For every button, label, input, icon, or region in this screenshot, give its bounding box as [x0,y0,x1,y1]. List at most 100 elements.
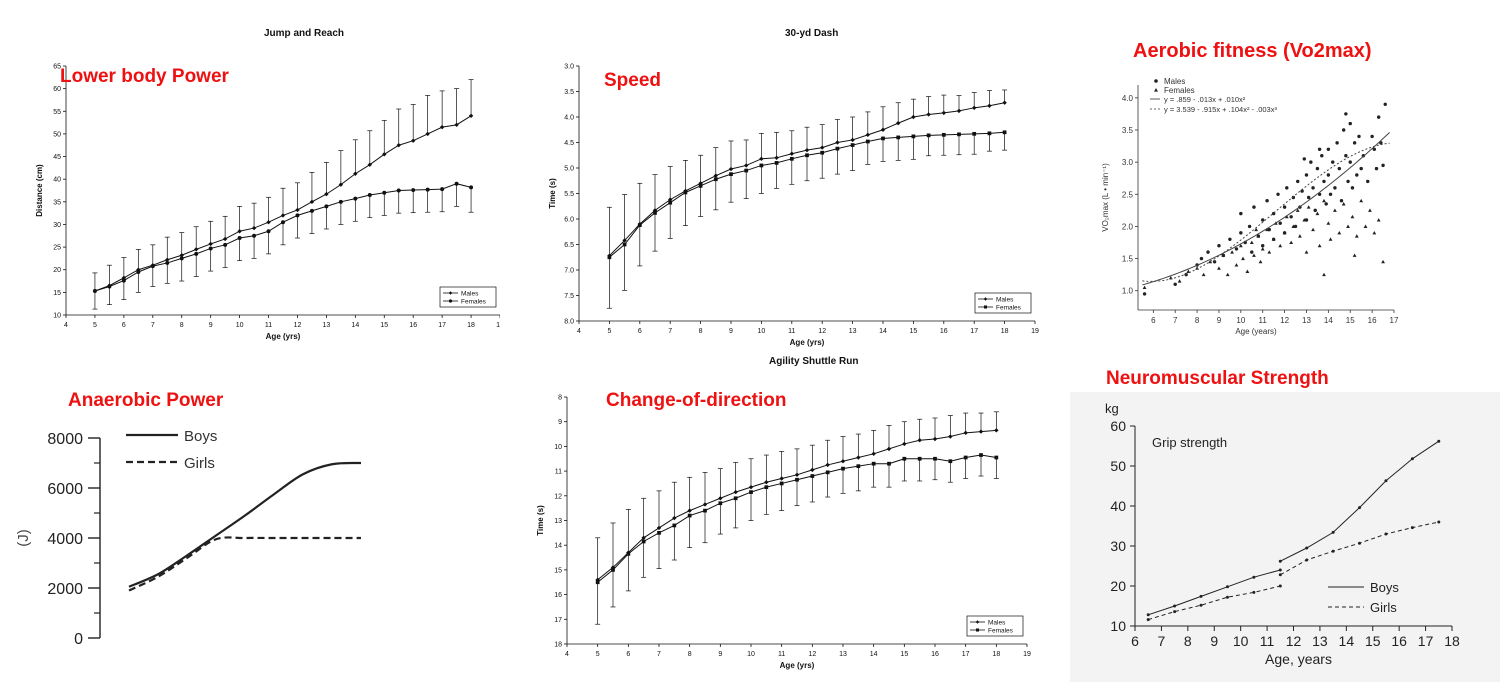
data-point-males [902,441,907,447]
x-tick-label: 5 [93,322,97,329]
x-tick-label: 13 [1312,633,1328,649]
data-point-males [1234,247,1239,251]
data-point-males [1317,147,1322,151]
y-tick-label: 35 [53,199,61,206]
data-point-females [718,501,723,506]
y-tick-label: 1.5 [1122,255,1134,264]
data-point-boys [1331,530,1335,534]
data-point-females [607,255,612,260]
legend-label-females: Females [988,628,1014,635]
data-point-females [324,204,329,209]
data-point-girls [1410,526,1414,530]
data-point-females [136,270,141,274]
panel-agility: 8 9 10 11 12 13 14 15 16 17 18 4 5 6 7 8 9 10 11 12 13 14 15 16… [530,352,1050,700]
y-tick-label: 6.0 [564,217,574,224]
data-point-girls [1305,558,1309,562]
data-point-males [425,131,430,137]
data-point-females [657,530,661,535]
data-point-males [956,108,962,114]
data-point-females [595,580,600,585]
headline-anaerobic-power: Anaerobic Power [68,390,224,411]
data-point-females [881,136,885,141]
data-point-males [1250,250,1254,254]
data-point-females [759,163,764,168]
x-tick-label: 7 [657,651,661,658]
data-point-females [454,181,459,186]
data-point-males [1265,199,1269,203]
data-point-females [1282,230,1287,235]
data-point-males [865,132,870,138]
data-point-males [237,229,242,234]
data-point-boys [1225,585,1229,589]
data-point-males [1239,231,1243,235]
data-point-males [1370,134,1374,139]
x-tick-label: 16 [409,322,417,329]
headline-change-of-direction: Change-of-direction [606,390,787,411]
x-tick-label: 14 [351,322,359,329]
panel-30yd-dash: 3.0 3.5 4.0 4.5 5.0 5.5 6.0 6.5 7.0 7.5 8.0 4 5 6 7 8 9 1… [530,0,1050,350]
data-point-females [850,143,855,147]
y-tick-label: 15 [554,567,562,574]
x-tick-label: 18 [1444,633,1460,649]
data-point-males [1252,205,1256,209]
data-point-boys [1410,457,1414,461]
data-point-males [1311,186,1315,190]
y-tick-label: 50 [53,131,61,138]
data-point-males [917,438,922,443]
x-axis-label: Age (yrs) [790,338,825,347]
legend-label-fit-females: y = 3.539 - .915x + .104x² - .003x³ [1164,105,1277,114]
data-point-males [794,472,800,478]
data-point-females [1350,214,1355,219]
data-point-males [353,171,358,176]
x-tick-label: 16 [940,328,948,335]
data-point-females [1333,208,1337,212]
data-point-males [1333,186,1337,190]
data-point-males [1300,189,1304,193]
x-tick-label: 15 [900,651,908,658]
x-tick-label: 13 [849,328,857,335]
legend-marker [448,299,453,303]
data-point-males [324,191,329,197]
data-point-males [911,114,916,120]
x-tick-label: 9 [718,651,722,658]
legend-label-fit-males: y = .859 - .013x + .010x² [1164,95,1246,104]
data-point-males [1285,186,1289,190]
y-tick-label: 7.0 [564,268,574,275]
x-tick-label: 9 [729,328,733,335]
y-tick-label: 40 [1110,498,1126,514]
data-point-females [1254,227,1259,232]
data-point-females [789,156,794,161]
data-point-males [179,253,184,258]
y-tick-label: 12 [554,493,562,500]
data-point-males [1366,179,1370,184]
x-tick-label: 6 [638,328,642,335]
y-tick-label: 14 [554,543,562,550]
data-point-males [266,219,271,225]
x-tick-label: 18 [467,322,475,329]
chart-vo2max: 1.0 1.5 2.0 2.5 3.0 3.5 4.0 6 7 8 9 10 11 12 13 14 15 16 1… [1101,77,1399,336]
y-tick-label: 20 [1110,578,1126,594]
x-tick-label: 15 [1346,316,1355,325]
panel-anaerobic: 0 2000 4000 6000 8000 (J) Boys Girls Anaerobic … [0,370,500,700]
legend-marker [448,291,453,295]
data-point-males [1313,208,1317,213]
data-point-females [252,233,257,238]
data-point-females [1322,198,1326,203]
data-point-males [1348,121,1352,126]
data-point-females [672,523,677,528]
x-tick-label: 10 [1233,633,1249,649]
data-point-males [994,428,999,433]
x-tick-label: 8 [688,651,692,658]
data-point-females [825,470,830,475]
data-point-males [896,120,901,126]
data-point-males [840,459,846,464]
data-point-girls [1146,618,1150,622]
data-point-females [668,200,673,205]
data-point-females [764,485,769,490]
data-point-males [382,152,387,157]
data-point-females [194,251,199,256]
legend-label-boys: Boys [1370,580,1399,595]
data-point-boys [1146,613,1150,617]
y-tick-label: 40 [53,177,61,184]
x-tick-label: 16 [1391,633,1407,649]
